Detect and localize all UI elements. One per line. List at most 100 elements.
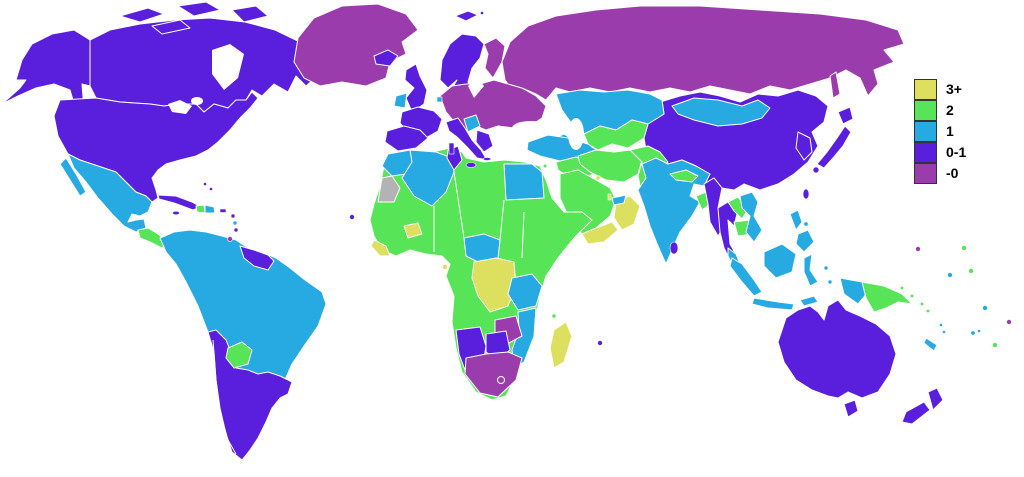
region-bahamas [203, 182, 207, 186]
region-puerto-rico [219, 208, 227, 213]
region-laos [727, 196, 749, 220]
region-cape-verde [349, 214, 355, 220]
region-philippines-luzon [789, 209, 803, 231]
sea-caspian [568, 118, 584, 150]
region-sardinia [448, 142, 455, 155]
region-papua-new-guinea [861, 281, 913, 313]
region-pacific-island [992, 342, 998, 348]
region-iran [577, 149, 643, 183]
region-sri-lanka [669, 241, 679, 255]
region-india [637, 157, 711, 265]
legend-label: 2 [946, 102, 954, 118]
region-pacific-island [982, 305, 988, 311]
region-baja-california [59, 157, 87, 197]
region-tasmania [843, 399, 859, 418]
legend-swatch-0-1 [914, 142, 937, 163]
region-tanzania [507, 273, 543, 311]
region-mexico [67, 153, 153, 233]
region-solomon-islands [899, 285, 904, 290]
region-australia [777, 299, 897, 399]
region-vietnam [739, 191, 763, 243]
region-ireland [393, 92, 408, 109]
region-moluccas [823, 265, 829, 271]
legend-row: -0 [914, 163, 966, 184]
region-japan-kyushu [812, 166, 820, 174]
region-pacific-island [968, 268, 974, 274]
region-mauritius [597, 340, 603, 346]
border-sahel [433, 171, 525, 259]
region-kuwait [595, 175, 601, 181]
region-yemen [581, 221, 619, 245]
lake-hudson-bay [212, 44, 244, 90]
region-alaska [1, 29, 91, 111]
region-dominican-republic [204, 204, 216, 214]
region-greenland [293, 3, 419, 87]
legend-swatch-3plus [914, 79, 937, 100]
region-fiji [970, 330, 976, 336]
legend-label: -0 [946, 165, 959, 181]
region-solomon-islands [925, 308, 930, 313]
lake-great-lakes [168, 100, 192, 114]
region-netherlands [436, 96, 443, 103]
region-svalbard [480, 11, 484, 15]
region-trinidad [227, 236, 233, 242]
region-japan-hokkaido [837, 106, 854, 125]
region-central-asia [583, 119, 649, 151]
region-russia [501, 5, 905, 101]
region-philippines-visayas [803, 221, 809, 227]
legend-row: 0-1 [914, 142, 966, 163]
region-qatar [607, 193, 612, 201]
legend-swatch-neg [914, 163, 937, 184]
region-java [751, 297, 795, 311]
region-sicily [465, 162, 477, 168]
region-arctic-islands [177, 1, 221, 17]
region-finland [483, 37, 506, 79]
region-arctic-islands [151, 19, 191, 35]
region-vanuatu [939, 323, 943, 327]
sea-baltic [468, 78, 484, 98]
region-iceland [373, 49, 399, 67]
region-lesser-antilles [230, 213, 236, 219]
region-cuba [157, 194, 202, 211]
legend-swatch-1 [914, 121, 937, 142]
region-pacific-island [947, 272, 953, 278]
region-west-papua [839, 277, 869, 305]
region-lesotho [497, 376, 505, 384]
region-uae [611, 194, 627, 206]
region-new-zealand-north [927, 387, 944, 411]
border-chile-argentina [212, 339, 237, 455]
region-egypt [503, 163, 545, 201]
region-canada [89, 17, 323, 113]
legend-label: 3+ [946, 81, 962, 97]
region-guianas [239, 245, 275, 271]
region-arctic-islands [231, 5, 269, 23]
legend-row: 3+ [914, 79, 966, 100]
region-jamaica [172, 210, 180, 216]
region-paraguay [225, 341, 253, 369]
region-south-africa [464, 351, 523, 398]
region-sakhalin [829, 71, 841, 99]
legend-label: 1 [946, 123, 954, 139]
region-bahamas [209, 187, 213, 191]
region-haiti [195, 204, 206, 214]
region-new-zealand-south [901, 401, 931, 425]
region-nepal [669, 169, 699, 183]
region-timor [799, 295, 819, 307]
lake-great-lakes-east [191, 97, 203, 105]
region-pacific-island [1006, 319, 1012, 325]
region-balkans [463, 114, 481, 133]
region-liberia [370, 239, 391, 257]
region-sulawesi [803, 253, 819, 287]
region-equatorial-guinea [442, 264, 448, 270]
region-crete [482, 157, 492, 161]
region-pacific-island [961, 245, 967, 251]
region-philippines-mindanao [795, 229, 815, 253]
region-usa [53, 91, 259, 203]
region-western-sahara [377, 175, 401, 203]
legend-swatch-2 [914, 100, 937, 121]
region-arctic-islands [119, 7, 165, 23]
region-burkina-faso [403, 222, 423, 239]
legend-label: 0-1 [946, 144, 967, 160]
region-solomon-islands [919, 301, 924, 306]
